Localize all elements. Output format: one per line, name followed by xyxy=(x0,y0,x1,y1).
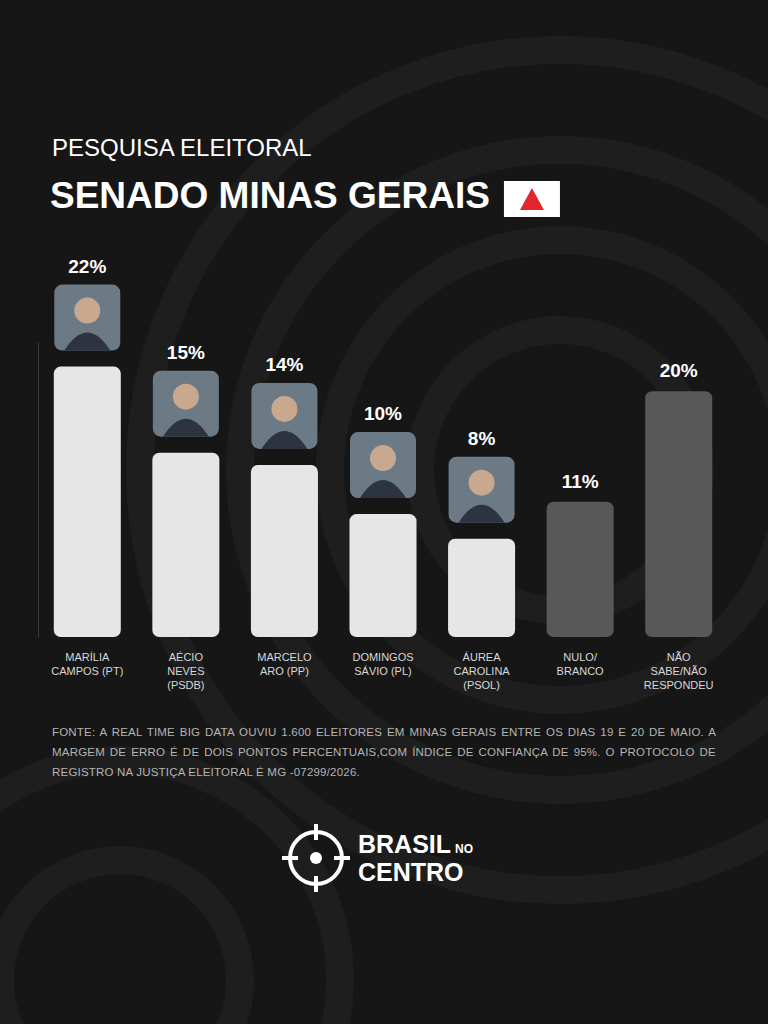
bar xyxy=(349,514,416,637)
logo-crosshair xyxy=(282,856,298,860)
state-flag xyxy=(504,181,560,217)
logo-text: CENTRO xyxy=(358,858,464,886)
bar xyxy=(152,453,219,637)
x-tick-label-line: ARO (PP) xyxy=(260,665,309,677)
x-tick-label-line: CAROLINA xyxy=(453,665,510,677)
bar xyxy=(547,502,614,637)
photo-head xyxy=(173,384,199,410)
photo-body xyxy=(261,431,307,449)
photo-head xyxy=(370,445,396,471)
logo-dot xyxy=(310,852,322,864)
x-tick-label-line: (PSDB) xyxy=(167,679,204,691)
background-ring xyxy=(330,240,768,700)
photo-frame xyxy=(449,457,515,523)
x-tick-label-line: RESPONDEU xyxy=(644,679,714,691)
background xyxy=(0,50,768,1024)
candidate-photo-placeholder xyxy=(350,432,416,498)
data-label: 15% xyxy=(167,342,205,363)
x-tick-label-line: (PSOL) xyxy=(463,679,500,691)
data-label: 22% xyxy=(68,256,106,277)
bar xyxy=(54,367,121,637)
photo-head xyxy=(469,470,495,496)
x-axis: MARÍLIA CAMPOS (PT) AÉCIO NEVES (PSDB) MARCEL… xyxy=(51,637,713,691)
logo-text-small: NO xyxy=(455,842,473,856)
logo-text: BRASIL xyxy=(358,830,451,858)
chart-canvas: PESQUISA ELEITORAL SENADO MINAS GERAIS 22%… xyxy=(0,0,768,1024)
x-tick-label-line: SÁVIO (PL) xyxy=(354,665,411,677)
logo-crosshair xyxy=(314,876,318,892)
flag-triangle xyxy=(520,188,544,210)
data-label: 11% xyxy=(562,471,599,492)
x-tick: DOMINGOS SÁVIO (PL) xyxy=(352,637,413,677)
x-tick: NÃO SABE/NÃO RESPONDEU xyxy=(644,637,714,691)
background-ring xyxy=(240,150,768,790)
x-tick: MARÍLIA CAMPOS (PT) xyxy=(51,637,123,677)
candidate-photo-placeholder xyxy=(153,371,219,437)
x-tick: MARCELO ARO (PP) xyxy=(257,637,312,677)
source-note: FONTE: A REAL TIME BIG DATA OUVIU 1.600 … xyxy=(52,722,716,782)
x-tick-label-line: MARÍLIA xyxy=(65,651,110,663)
x-tick-label-line: SABE/NÃO xyxy=(651,665,708,677)
x-tick-label-line: MARCELO xyxy=(257,651,312,663)
x-tick-label: DOMINGOS SÁVIO (PL) xyxy=(352,651,413,677)
flag-field xyxy=(504,181,560,217)
x-tick: NULO/BRANCO xyxy=(557,637,605,677)
x-tick-label: NULO/BRANCO xyxy=(557,651,605,677)
logo-crosshair xyxy=(314,824,318,840)
bars xyxy=(54,367,712,637)
bar xyxy=(251,465,318,637)
data-label: 10% xyxy=(364,403,402,424)
page: PESQUISA ELEITORAL SENADO MINAS GERAIS 22%… xyxy=(0,0,768,1024)
logo: BRASIL NO CENTRO xyxy=(282,824,473,892)
data-label: 8% xyxy=(468,428,496,449)
x-tick-label: MARCELO ARO (PP) xyxy=(257,651,312,677)
photo-frame xyxy=(251,383,317,449)
x-tick-label-line: CAMPOS (PT) xyxy=(51,665,123,677)
data-labels: 22% 15% 14% 10% 8% 11% 20% xyxy=(68,256,698,492)
x-tick: ÁUREA CAROLINA (PSOL) xyxy=(453,637,510,691)
background-ring xyxy=(0,860,240,1024)
x-tick: AÉCIO NEVES (PSDB) xyxy=(167,637,204,691)
x-tick-label: AÉCIO NEVES (PSDB) xyxy=(167,651,204,692)
photo-head xyxy=(271,396,297,422)
photo-frame xyxy=(350,432,416,498)
photo-body xyxy=(459,505,505,523)
candidate-photo-placeholder xyxy=(449,457,515,523)
x-tick-label-line: AÉCIO xyxy=(169,651,204,663)
x-tick-label-line: NULO/ xyxy=(563,651,598,663)
x-tick-label: NÃO SABE/NÃO RESPONDEU xyxy=(644,651,714,692)
data-label: 20% xyxy=(660,360,698,381)
photo-frame xyxy=(54,285,120,351)
photo-frame xyxy=(153,371,219,437)
y-axis-line xyxy=(38,343,39,638)
subtitle: SENADO MINAS GERAIS xyxy=(50,175,490,216)
photo-body xyxy=(64,333,110,351)
candidate-photo-placeholder xyxy=(54,285,120,351)
y-axis xyxy=(38,343,39,638)
x-tick-label-line: DOMINGOS xyxy=(352,651,413,663)
bar xyxy=(448,539,515,637)
title: PESQUISA ELEITORAL xyxy=(52,134,312,161)
data-label: 14% xyxy=(265,354,303,375)
photo-body xyxy=(360,480,406,498)
bar xyxy=(645,391,712,637)
x-tick-label-line: NEVES xyxy=(167,665,204,677)
logo-crosshair xyxy=(334,856,350,860)
x-tick-label-line: ÁUREA xyxy=(463,651,502,663)
x-tick-label-line: BRANCO xyxy=(557,665,605,677)
candidate-photo-placeholder xyxy=(251,383,317,449)
photo-body xyxy=(163,419,209,437)
background-ring xyxy=(0,760,340,1024)
x-tick-label: ÁUREA CAROLINA (PSOL) xyxy=(453,651,510,692)
photo-head xyxy=(74,298,100,324)
x-tick-label: MARÍLIA CAMPOS (PT) xyxy=(51,651,123,677)
x-tick-label-line: NÃO xyxy=(667,651,691,663)
